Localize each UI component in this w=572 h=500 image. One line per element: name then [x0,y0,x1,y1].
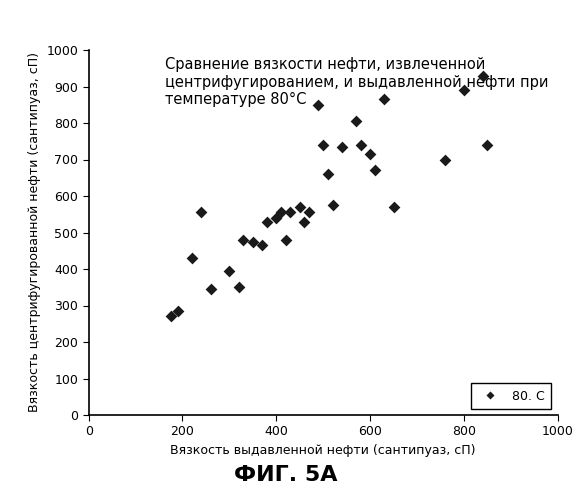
Point [234,283,243,291]
Point [281,236,290,244]
Point [166,312,175,320]
Point [337,142,347,150]
Point [483,141,492,149]
Point [366,150,375,158]
Point [304,208,313,216]
Point [370,166,379,174]
Point [319,141,328,149]
Point [380,96,389,104]
Point [351,117,360,125]
Point [257,242,267,250]
Point [263,218,272,226]
Point [272,214,281,222]
Point [276,208,285,216]
Point [248,238,257,246]
Point [206,285,215,293]
Y-axis label: Вязкость центрифугированной нефти (сантипуаз, сП): Вязкость центрифугированной нефти (санти… [28,52,41,412]
Text: ФИГ. 5А: ФИГ. 5А [235,465,337,485]
Point [239,236,248,244]
Text: Сравнение вязкости нефти, извлеченной
центрифугированием, и выдавленной нефти пр: Сравнение вязкости нефти, извлеченной це… [165,58,549,107]
Point [356,141,366,149]
Point [295,203,304,211]
Point [314,101,323,109]
Point [323,170,332,178]
Point [286,208,295,216]
X-axis label: Вязкость выдавленной нефти (сантипуаз, сП): Вязкость выдавленной нефти (сантипуаз, с… [170,444,476,457]
Point [300,218,309,226]
Point [187,254,196,262]
Legend: 80. C: 80. C [471,383,551,409]
Point [225,267,234,275]
Point [328,201,337,209]
Point [440,156,450,164]
Point [197,208,206,216]
Point [478,72,487,80]
Point [459,86,468,94]
Point [173,307,182,315]
Point [389,203,398,211]
